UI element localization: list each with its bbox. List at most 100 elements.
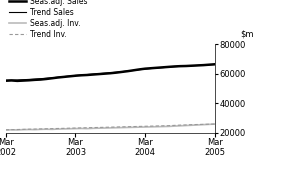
Seas.adj. Inv. [85,128,89,130]
Seas.adj. Inv. [196,124,199,126]
Trend Inv. [16,129,19,131]
Trend Inv. [143,125,147,127]
Legend: Seas.adj. Sales, Trend Sales, Seas.adj. Inv., Trend Inv.: Seas.adj. Sales, Trend Sales, Seas.adj. … [9,0,88,39]
Seas.adj. Sales [109,72,112,74]
Trend Sales [4,79,7,81]
Trend Sales [10,79,13,81]
Trend Inv. [62,127,66,129]
Seas.adj. Inv. [10,129,13,131]
Trend Inv. [80,127,83,129]
Trend Inv. [109,126,112,128]
Seas.adj. Sales [138,68,141,70]
Seas.adj. Sales [74,75,77,77]
Trend Sales [109,72,112,74]
Trend Inv. [155,125,158,127]
Trend Sales [91,73,95,75]
Seas.adj. Sales [179,65,182,67]
Trend Inv. [22,128,25,130]
Seas.adj. Inv. [115,127,118,129]
Seas.adj. Inv. [202,124,205,126]
Trend Inv. [91,127,95,129]
Seas.adj. Sales [213,63,217,65]
Seas.adj. Sales [132,69,135,71]
Line: Trend Inv.: Trend Inv. [6,124,215,130]
Trend Inv. [4,129,7,131]
Seas.adj. Inv. [16,129,19,131]
Seas.adj. Sales [85,74,89,76]
Seas.adj. Sales [27,79,31,81]
Trend Sales [85,74,89,76]
Trend Sales [155,67,158,69]
Seas.adj. Inv. [184,124,188,126]
Trend Inv. [56,128,60,130]
Seas.adj. Sales [97,73,100,75]
Seas.adj. Inv. [74,128,77,130]
Trend Sales [45,77,48,79]
Seas.adj. Inv. [149,126,153,128]
Seas.adj. Inv. [109,127,112,129]
Trend Sales [213,64,217,66]
Trend Sales [80,74,83,76]
Trend Inv. [126,126,130,128]
Seas.adj. Sales [115,72,118,74]
Seas.adj. Sales [184,65,188,67]
Seas.adj. Inv. [190,124,194,126]
Seas.adj. Sales [91,74,95,76]
Trend Inv. [85,127,89,129]
Seas.adj. Inv. [91,127,95,129]
Trend Inv. [132,125,135,128]
Seas.adj. Inv. [33,129,37,131]
Trend Inv. [33,128,37,130]
Seas.adj. Sales [33,79,37,81]
Trend Sales [173,66,176,68]
Trend Inv. [190,124,194,126]
Seas.adj. Inv. [173,125,176,127]
Trend Sales [33,78,37,80]
Trend Sales [16,79,19,81]
Trend Inv. [10,129,13,131]
Trend Inv. [39,128,42,130]
Seas.adj. Inv. [50,128,54,130]
Trend Sales [207,64,211,66]
Seas.adj. Inv. [155,126,158,128]
Trend Sales [62,76,66,78]
Trend Sales [50,77,54,79]
Trend Sales [184,65,188,67]
Seas.adj. Sales [45,78,48,80]
Seas.adj. Sales [10,79,13,81]
Trend Inv. [184,124,188,126]
Seas.adj. Sales [202,64,205,66]
Trend Sales [97,73,100,75]
Seas.adj. Inv. [39,128,42,130]
Trend Sales [167,66,170,68]
Seas.adj. Sales [22,80,25,82]
Seas.adj. Sales [103,73,106,75]
Seas.adj. Sales [126,70,130,72]
Trend Sales [132,69,135,71]
Seas.adj. Inv. [27,129,31,131]
Trend Inv. [97,126,100,129]
Seas.adj. Sales [120,71,124,73]
Trend Sales [196,64,199,66]
Trend Inv. [173,124,176,126]
Trend Inv. [207,123,211,125]
Trend Sales [126,70,130,72]
Trend Sales [115,71,118,73]
Seas.adj. Sales [4,80,7,82]
Seas.adj. Inv. [22,129,25,131]
Seas.adj. Inv. [126,126,130,129]
Trend Inv. [196,123,199,125]
Seas.adj. Inv. [103,127,106,129]
Seas.adj. Sales [167,66,170,68]
Trend Inv. [50,128,54,130]
Seas.adj. Sales [56,76,60,79]
Trend Sales [190,65,194,67]
Trend Sales [202,64,205,66]
Trend Sales [179,65,182,67]
Trend Sales [68,75,71,77]
Seas.adj. Sales [161,66,164,68]
Trend Inv. [167,125,170,127]
Trend Sales [120,71,124,73]
Trend Inv. [68,127,71,129]
Seas.adj. Sales [155,67,158,69]
